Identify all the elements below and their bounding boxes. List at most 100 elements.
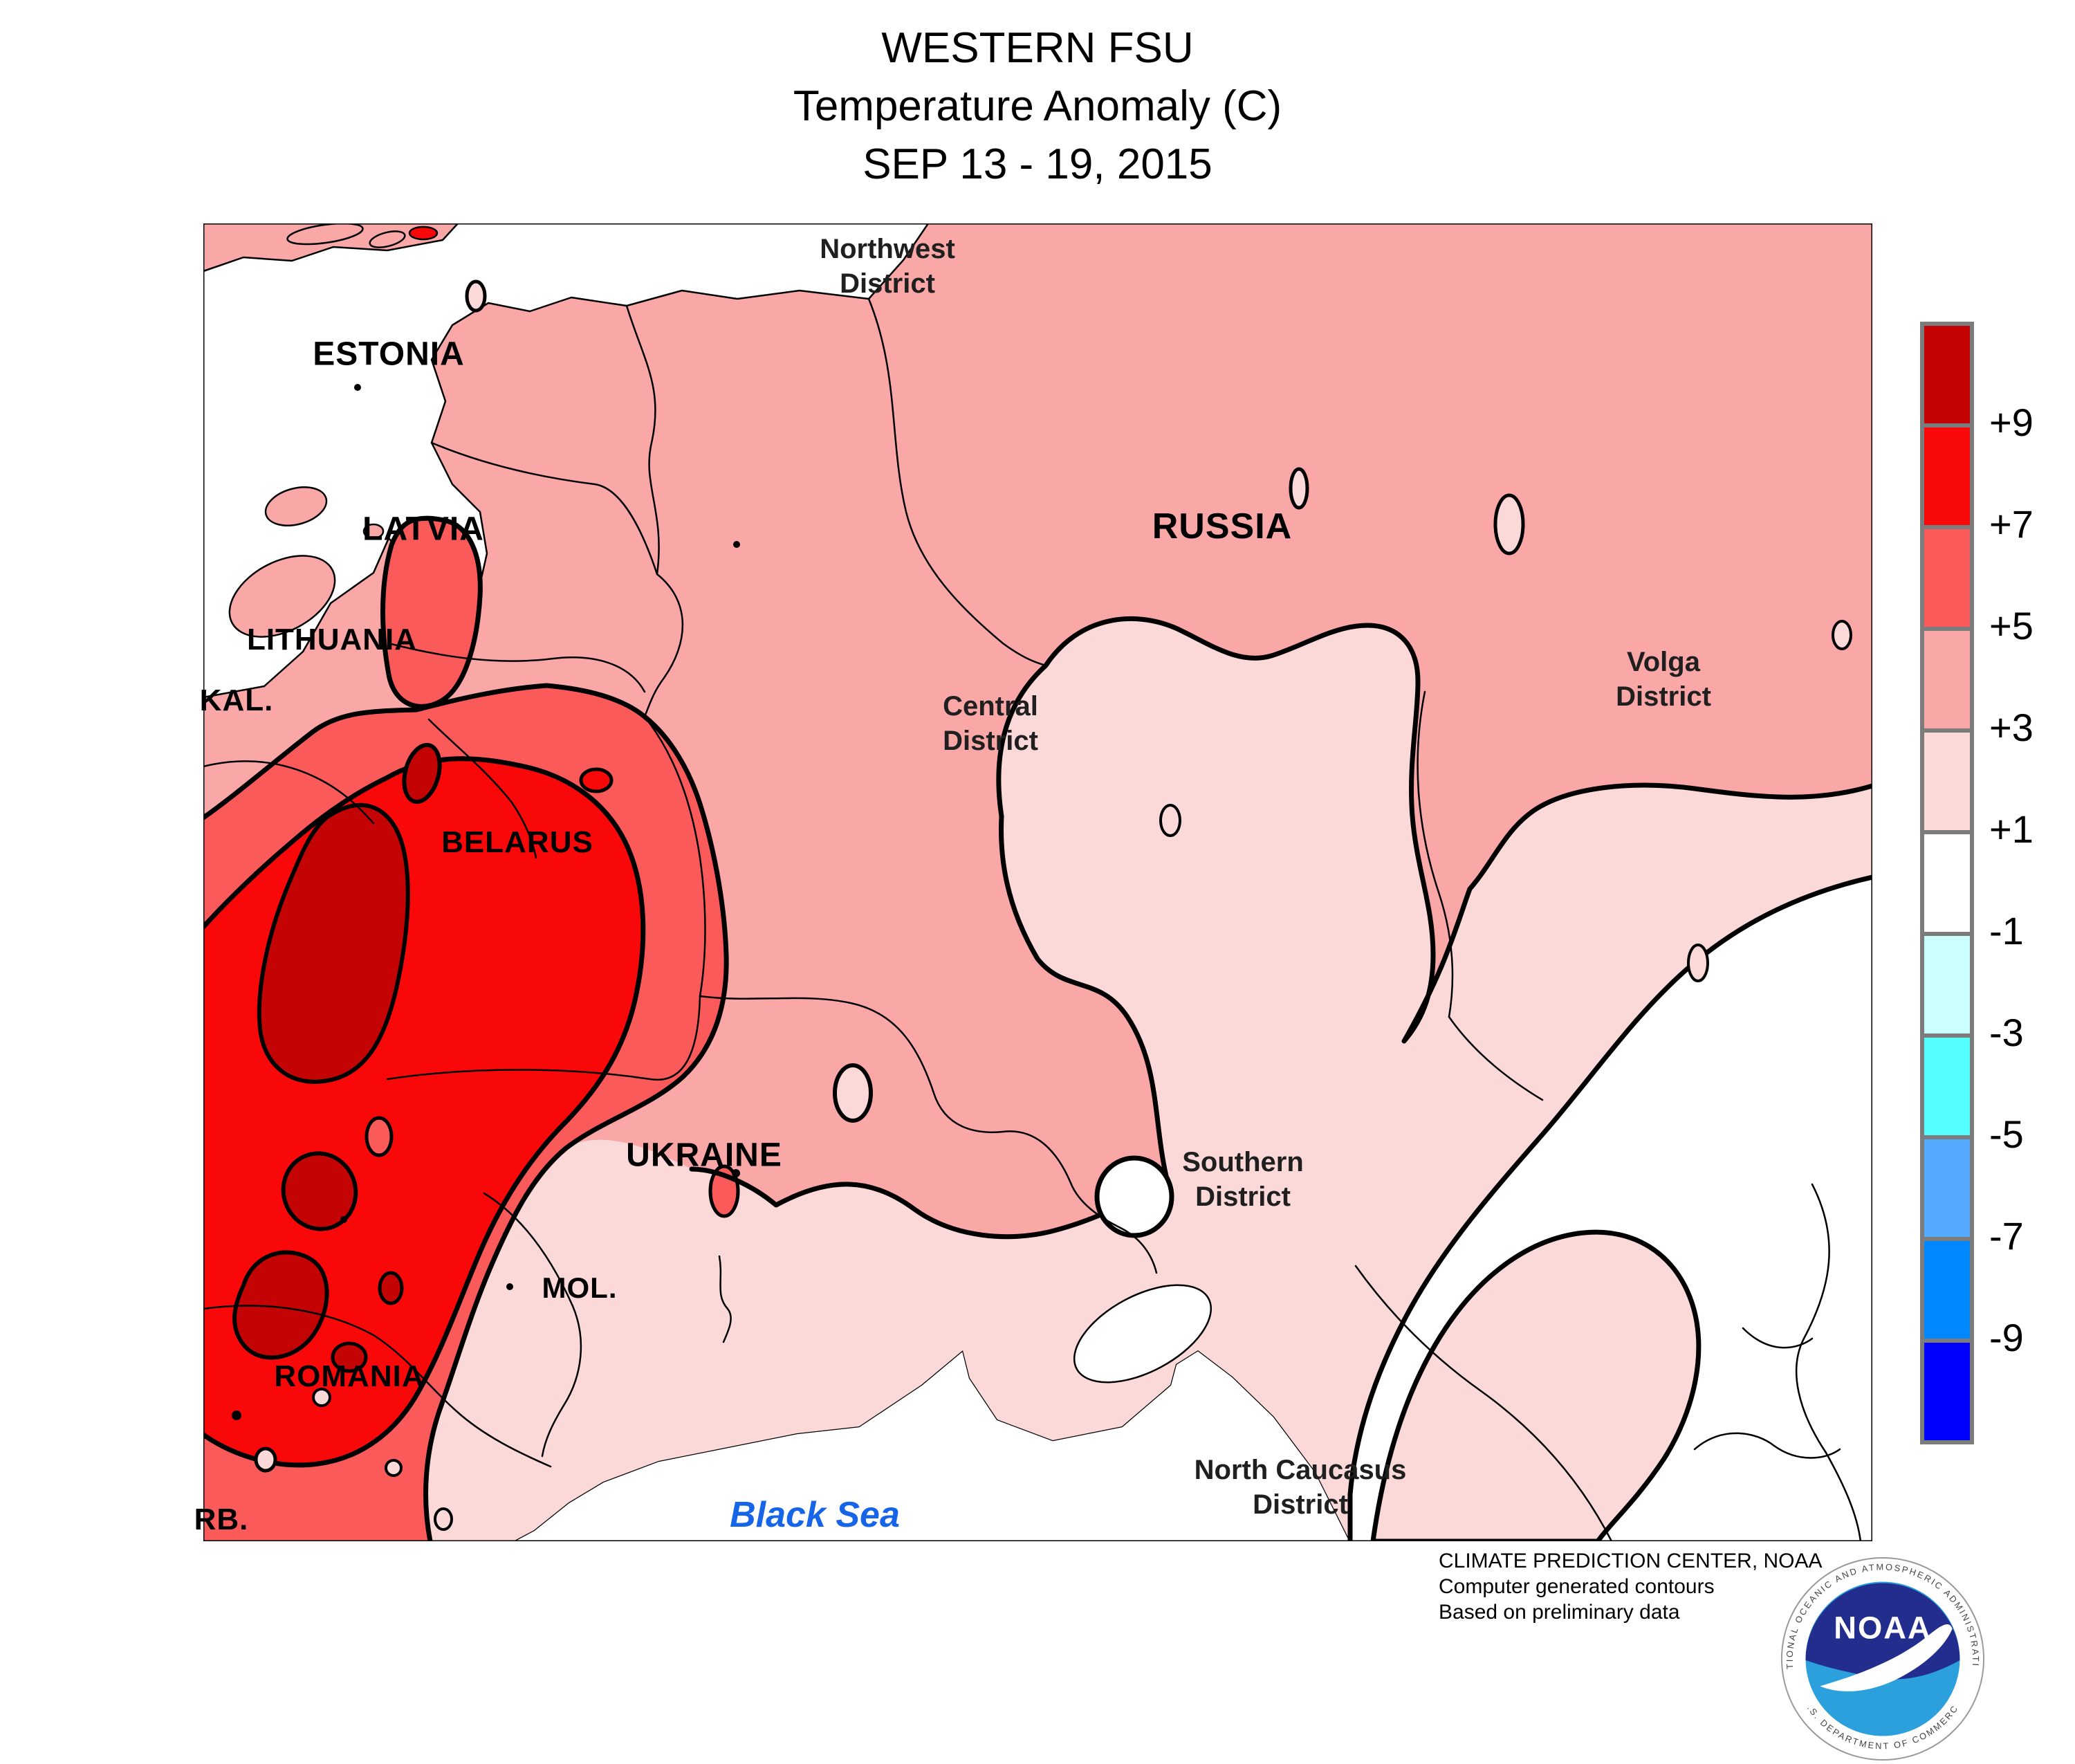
zone-plus9-core [402, 742, 442, 805]
light-enclave [1289, 467, 1309, 510]
salmon-enclave [365, 1116, 394, 1157]
credits-line2: Computer generated contours [1439, 1575, 1715, 1598]
title-block: WESTERN FSU Temperature Anomaly (C) SEP … [622, 19, 1452, 194]
credits-block: CLIMATE PREDICTION CENTER, NOAA Computer… [1439, 1548, 1823, 1625]
label-southern-line2: District [1195, 1182, 1291, 1212]
logo-seagull [1820, 1624, 1953, 1691]
colorbar-swatch [1924, 1339, 1970, 1440]
label-north-caucasus-line2: District [1253, 1489, 1348, 1520]
zone-plus9-core [331, 1341, 368, 1373]
colorbar-swatch [1924, 423, 1970, 525]
colorbar-tick: -5 [1989, 1112, 2024, 1156]
colorbar-tick: -7 [1989, 1214, 2024, 1258]
political-borders [202, 297, 1862, 1543]
colorbar-swatch [1924, 627, 1970, 728]
colorbar-tick: +3 [1989, 706, 2034, 749]
zone-plus9-core [378, 1271, 404, 1305]
colorbar-tick: -9 [1989, 1316, 2024, 1359]
colorbar-swatch [1924, 932, 1970, 1033]
label-romania: ROMANIA [274, 1359, 425, 1393]
light-enclave [1493, 493, 1525, 555]
map-date-range: SEP 13 - 19, 2015 [863, 140, 1212, 188]
tsimlyansk-lake [1094, 1155, 1174, 1238]
zone-plus3-contour [689, 616, 1875, 1240]
colorbar-ticks: +9 +7 +5 +3 +1 -1 -3 -5 -7 -9 [1989, 322, 2075, 1444]
saaremaa-island [228, 555, 336, 638]
colorbar-swatch [1924, 1033, 1970, 1135]
red-enclave [579, 767, 614, 793]
colorbar-swatch [1924, 326, 1970, 423]
label-north-caucasus-district: North Caucasus District [1195, 1453, 1407, 1522]
baltic-island [286, 222, 364, 246]
colorbar-tick: -1 [1989, 909, 2024, 953]
light-enclave [1159, 804, 1181, 837]
colorbar-tick: +5 [1989, 604, 2034, 647]
logo-acronym: NOAA [1834, 1610, 1932, 1645]
credits-line3: Based on preliminary data [1439, 1601, 1680, 1624]
label-volga-line2: District [1616, 681, 1711, 712]
colorbar-swatch [1924, 728, 1970, 830]
light-enclave [385, 1459, 403, 1477]
zone-plus1-region [425, 618, 1873, 1541]
map-subtitle: Temperature Anomaly (C) [793, 82, 1282, 130]
label-central-line1: Central [943, 691, 1038, 722]
light-enclave [254, 1446, 277, 1473]
label-belarus: BELARUS [441, 825, 593, 859]
colorbar-swatch [1924, 830, 1970, 932]
colorbar-tick: +7 [1989, 502, 2034, 546]
label-estonia: ESTONIA [313, 336, 465, 373]
map-dots [232, 384, 740, 1420]
label-southern-district: Southern District [1182, 1145, 1304, 1214]
map-title: WESTERN FSU [881, 24, 1194, 72]
label-central-district: Central District [943, 689, 1038, 758]
colorbar-swatch [1924, 1135, 1970, 1237]
small-island [362, 523, 385, 540]
light-enclave [1832, 620, 1852, 650]
zone-plus1-tongue [1370, 1229, 1702, 1544]
label-central-line2: District [943, 726, 1038, 756]
light-enclave [1687, 944, 1709, 982]
label-ukraine: UKRAINE [626, 1137, 782, 1174]
noaa-logo: NATIONAL OCEANIC AND ATMOSPHERIC ADMINIS… [1780, 1556, 1985, 1761]
hiiumaa-island [264, 486, 328, 526]
label-kaliningrad: KAL. [199, 683, 274, 717]
baltic-island [408, 226, 439, 241]
colorbar-tick: +9 [1989, 401, 2034, 444]
light-enclave [434, 1507, 453, 1531]
map-canvas [201, 222, 1875, 1544]
noaa-logo-svg: NATIONAL OCEANIC AND ATMOSPHERIC ADMINIS… [1780, 1556, 1985, 1761]
colorbar-tick: +1 [1989, 807, 2034, 851]
zone-plus9-core [232, 1250, 329, 1360]
sea-of-azov [1073, 1284, 1212, 1384]
label-moldova: MOL. [542, 1271, 618, 1304]
label-northwest-line2: District [840, 268, 935, 299]
label-southern-line1: Southern [1182, 1147, 1304, 1177]
zone-plus9-core [257, 802, 410, 1084]
label-serbia: RB. [194, 1503, 249, 1536]
zone-plus1-contour [1347, 874, 1875, 1544]
baltic-island [369, 230, 406, 248]
colorbar-swatch [1924, 525, 1970, 627]
zone-plus5-contour [201, 683, 729, 1544]
label-lithuania: LITHUANIA [246, 623, 418, 656]
label-black-sea: Black Sea [730, 1495, 900, 1535]
zone-plus7-contour [201, 756, 646, 1468]
zone-plus5-latvia-pocket [380, 515, 483, 709]
credits-line1: CLIMATE PREDICTION CENTER, NOAA [1439, 1550, 1823, 1572]
label-volga-line1: Volga [1627, 647, 1700, 677]
temperature-colorbar [1920, 322, 1974, 1444]
label-northwest-line1: Northwest [820, 234, 955, 264]
colorbar-tick: -3 [1989, 1011, 2024, 1054]
label-latvia: LATVIA [362, 511, 484, 548]
label-russia: RUSSIA [1152, 506, 1293, 546]
light-enclave [465, 279, 487, 313]
label-north-caucasus-line1: North Caucasus [1194, 1455, 1407, 1485]
label-northwest-district: Northwest District [820, 232, 955, 301]
zone-plus9-core [281, 1151, 358, 1231]
label-volga-district: Volga District [1616, 645, 1711, 714]
light-enclave [312, 1388, 331, 1407]
anomaly-map [201, 222, 1875, 1544]
light-enclave [833, 1063, 873, 1123]
colorbar-swatch [1924, 1237, 1970, 1339]
